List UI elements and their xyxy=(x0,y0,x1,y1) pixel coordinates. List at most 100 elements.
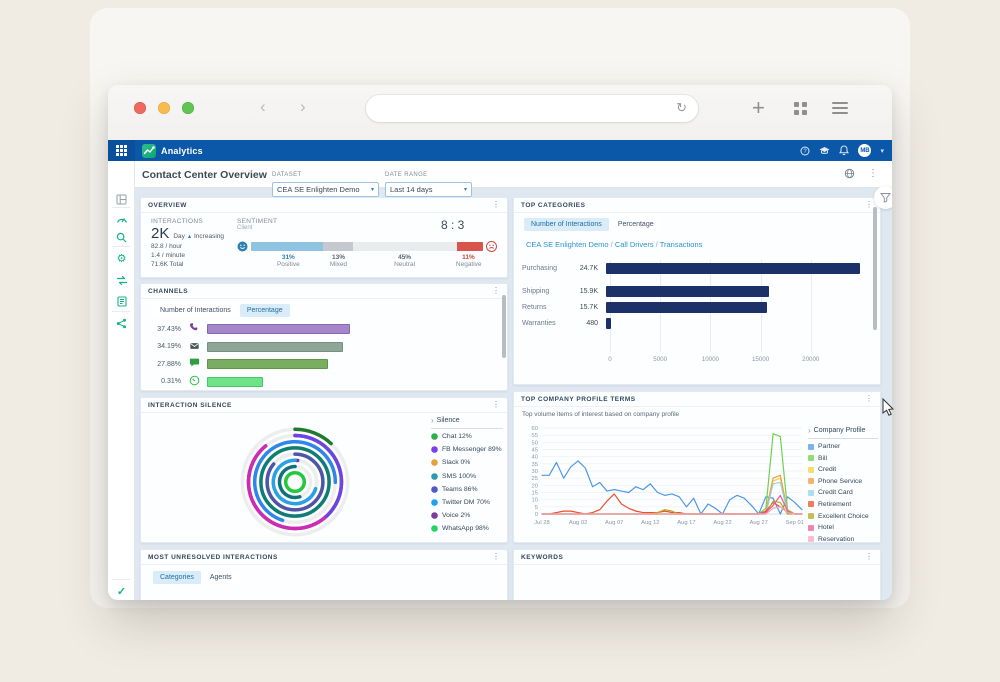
panel-kebab-menu-icon[interactable]: ⋮ xyxy=(492,552,500,561)
legend-item-twitter-dm[interactable]: Twitter DM 70% xyxy=(431,499,503,506)
analytics-logo-icon[interactable] xyxy=(142,143,156,158)
tab-number-of-interactions[interactable]: Number of Interactions xyxy=(524,218,609,231)
tab-number-of-interactions[interactable]: Number of Interactions xyxy=(153,304,238,317)
sentiment-segment-neutral[interactable] xyxy=(353,242,458,251)
left-column-scrollbar[interactable] xyxy=(502,295,506,358)
forward-icon[interactable]: › xyxy=(300,97,306,116)
dataset-select[interactable]: CEA SE Enlighten Demo ▾ xyxy=(272,182,379,197)
fb-messenger-icon xyxy=(431,446,438,453)
browser-menu-icon[interactable] xyxy=(832,102,848,114)
mouse-cursor xyxy=(882,398,895,416)
back-icon[interactable]: ‹ xyxy=(260,97,266,116)
chevron-right-icon[interactable]: › xyxy=(808,426,811,435)
legend-item-sms[interactable]: SMS 100% xyxy=(431,473,503,480)
dashboard-toolbar: Contact Center Overview DATASET CEA SE E… xyxy=(135,161,892,197)
channel-bar[interactable] xyxy=(207,324,350,334)
panel-kebab-menu-icon[interactable]: ⋮ xyxy=(492,286,500,295)
overview-panel: OVERVIEW ⋮ INTERACTIONS 2K Day ▲ Increasi… xyxy=(140,197,508,278)
tab-agents[interactable]: Agents xyxy=(202,571,239,584)
sidebar-item-approvals-check[interactable]: ✓ xyxy=(116,586,127,598)
tab-percentage[interactable]: Percentage xyxy=(239,304,290,317)
legend-swatch xyxy=(808,443,814,450)
reload-icon[interactable]: ↻ xyxy=(676,100,687,115)
legend-item-credit-card[interactable]: Credit Card xyxy=(808,489,878,496)
channel-bar[interactable] xyxy=(207,359,328,369)
sidebar-item-metrics-gauge[interactable] xyxy=(108,212,135,230)
legend-item-excellent-choice[interactable]: Excellent Choice xyxy=(808,513,878,520)
maximize-window-button[interactable] xyxy=(182,102,194,114)
legend-item-slack[interactable]: Slack 0% xyxy=(431,459,503,466)
category-bar[interactable] xyxy=(606,262,860,274)
help-icon[interactable]: ? xyxy=(800,146,810,156)
notifications-bell-icon[interactable] xyxy=(839,145,850,156)
legend-item-chat[interactable]: Chat 12% xyxy=(431,433,503,440)
panel-kebab-menu-icon[interactable]: ⋮ xyxy=(492,400,500,409)
account-chevron-down-icon[interactable]: ▾ xyxy=(880,147,884,155)
legend-item-fb-messenger[interactable]: FB Messenger 89% xyxy=(431,446,503,453)
category-row-warranties: Warranties 480 xyxy=(522,316,868,330)
svg-text:50: 50 xyxy=(532,440,538,446)
svg-text:Aug 02: Aug 02 xyxy=(569,520,587,526)
legend-item-teams[interactable]: Teams 86% xyxy=(431,486,503,493)
sidebar-item-share[interactable] xyxy=(108,316,135,334)
channel-bar[interactable] xyxy=(207,341,343,352)
page-scrollbar[interactable] xyxy=(873,207,877,330)
panel-kebab-menu-icon[interactable]: ⋮ xyxy=(865,394,873,403)
sentiment-segment-mixed[interactable] xyxy=(322,242,354,251)
sidebar-item-data-flows[interactable] xyxy=(108,273,135,291)
legend-item-credit[interactable]: Credit xyxy=(808,466,878,473)
dashboard-settings-icon[interactable] xyxy=(844,168,855,179)
panel-kebab-menu-icon[interactable]: ⋮ xyxy=(865,552,873,561)
tab-categories[interactable]: Categories xyxy=(153,571,201,584)
series-phone-service xyxy=(541,474,803,515)
tab-percentage[interactable]: Percentage xyxy=(610,218,661,231)
app-launcher-icon[interactable] xyxy=(108,140,135,161)
legend-item-partner[interactable]: Partner xyxy=(808,443,878,450)
breadcrumb-link[interactable]: Transactions xyxy=(659,240,703,249)
sentiment-sublabel: Client xyxy=(237,225,253,231)
panel-kebab-menu-icon[interactable]: ⋮ xyxy=(865,200,873,209)
category-bar-track xyxy=(606,317,868,329)
sentiment-bar[interactable] xyxy=(251,242,483,251)
filters-funnel-button[interactable] xyxy=(874,186,892,209)
minimize-window-button[interactable] xyxy=(158,102,170,114)
channels-panel: CHANNELS ⋮ Number of Interactions Percenta… xyxy=(140,283,508,391)
legend-item-bill[interactable]: Bill xyxy=(808,455,878,462)
panel-kebab-menu-icon[interactable]: ⋮ xyxy=(492,200,500,209)
legend-swatch xyxy=(808,536,814,542)
series-credit xyxy=(541,477,803,515)
address-bar[interactable]: ↻ xyxy=(366,95,698,122)
sentiment-segment-negative[interactable] xyxy=(457,242,483,251)
legend-item-reservation[interactable]: Reservation xyxy=(808,536,878,542)
category-bar[interactable] xyxy=(606,301,768,313)
new-tab-button[interactable]: + xyxy=(752,95,765,120)
category-bar[interactable] xyxy=(606,317,611,329)
legend-item-retirement[interactable]: Retirement xyxy=(808,501,878,508)
toolbar-kebab-menu-icon[interactable]: ⋮ xyxy=(868,167,878,179)
legend-item-whatsapp[interactable]: WhatsApp 98% xyxy=(431,525,503,532)
academy-icon[interactable] xyxy=(819,146,830,156)
legend-item-voice[interactable]: Voice 2% xyxy=(431,512,503,519)
close-window-button[interactable] xyxy=(134,102,146,114)
legend-swatch xyxy=(808,455,814,462)
legend-item-phone-service[interactable]: Phone Service xyxy=(808,478,878,485)
breadcrumb-link[interactable]: Call Drivers xyxy=(614,240,654,249)
sentiment-label: SENTIMENT xyxy=(237,218,278,225)
interaction-silence-radial-chart[interactable] xyxy=(233,420,357,543)
sentiment-segment-positive[interactable] xyxy=(251,242,323,251)
sidebar-item-settings-gear[interactable]: ⚙ xyxy=(116,253,127,265)
tab-overview-icon[interactable] xyxy=(794,102,807,115)
sidebar-item-dashboards[interactable] xyxy=(108,192,135,210)
sidebar-item-search[interactable] xyxy=(108,230,135,248)
sidebar-item-reports[interactable] xyxy=(108,294,135,312)
breadcrumb-link[interactable]: CEA SE Enlighten Demo xyxy=(526,240,609,249)
category-bar[interactable] xyxy=(606,285,770,297)
channel-bar[interactable] xyxy=(207,376,263,387)
legend-item-hotel[interactable]: Hotel xyxy=(808,524,878,531)
date-range-select[interactable]: Last 14 days ▾ xyxy=(385,182,472,197)
panel-title: TOP COMPANY PROFILE TERMS xyxy=(521,395,636,403)
chevron-right-icon[interactable]: › xyxy=(431,416,434,425)
avatar[interactable]: MB xyxy=(858,144,872,157)
svg-text:Aug 12: Aug 12 xyxy=(641,520,659,526)
